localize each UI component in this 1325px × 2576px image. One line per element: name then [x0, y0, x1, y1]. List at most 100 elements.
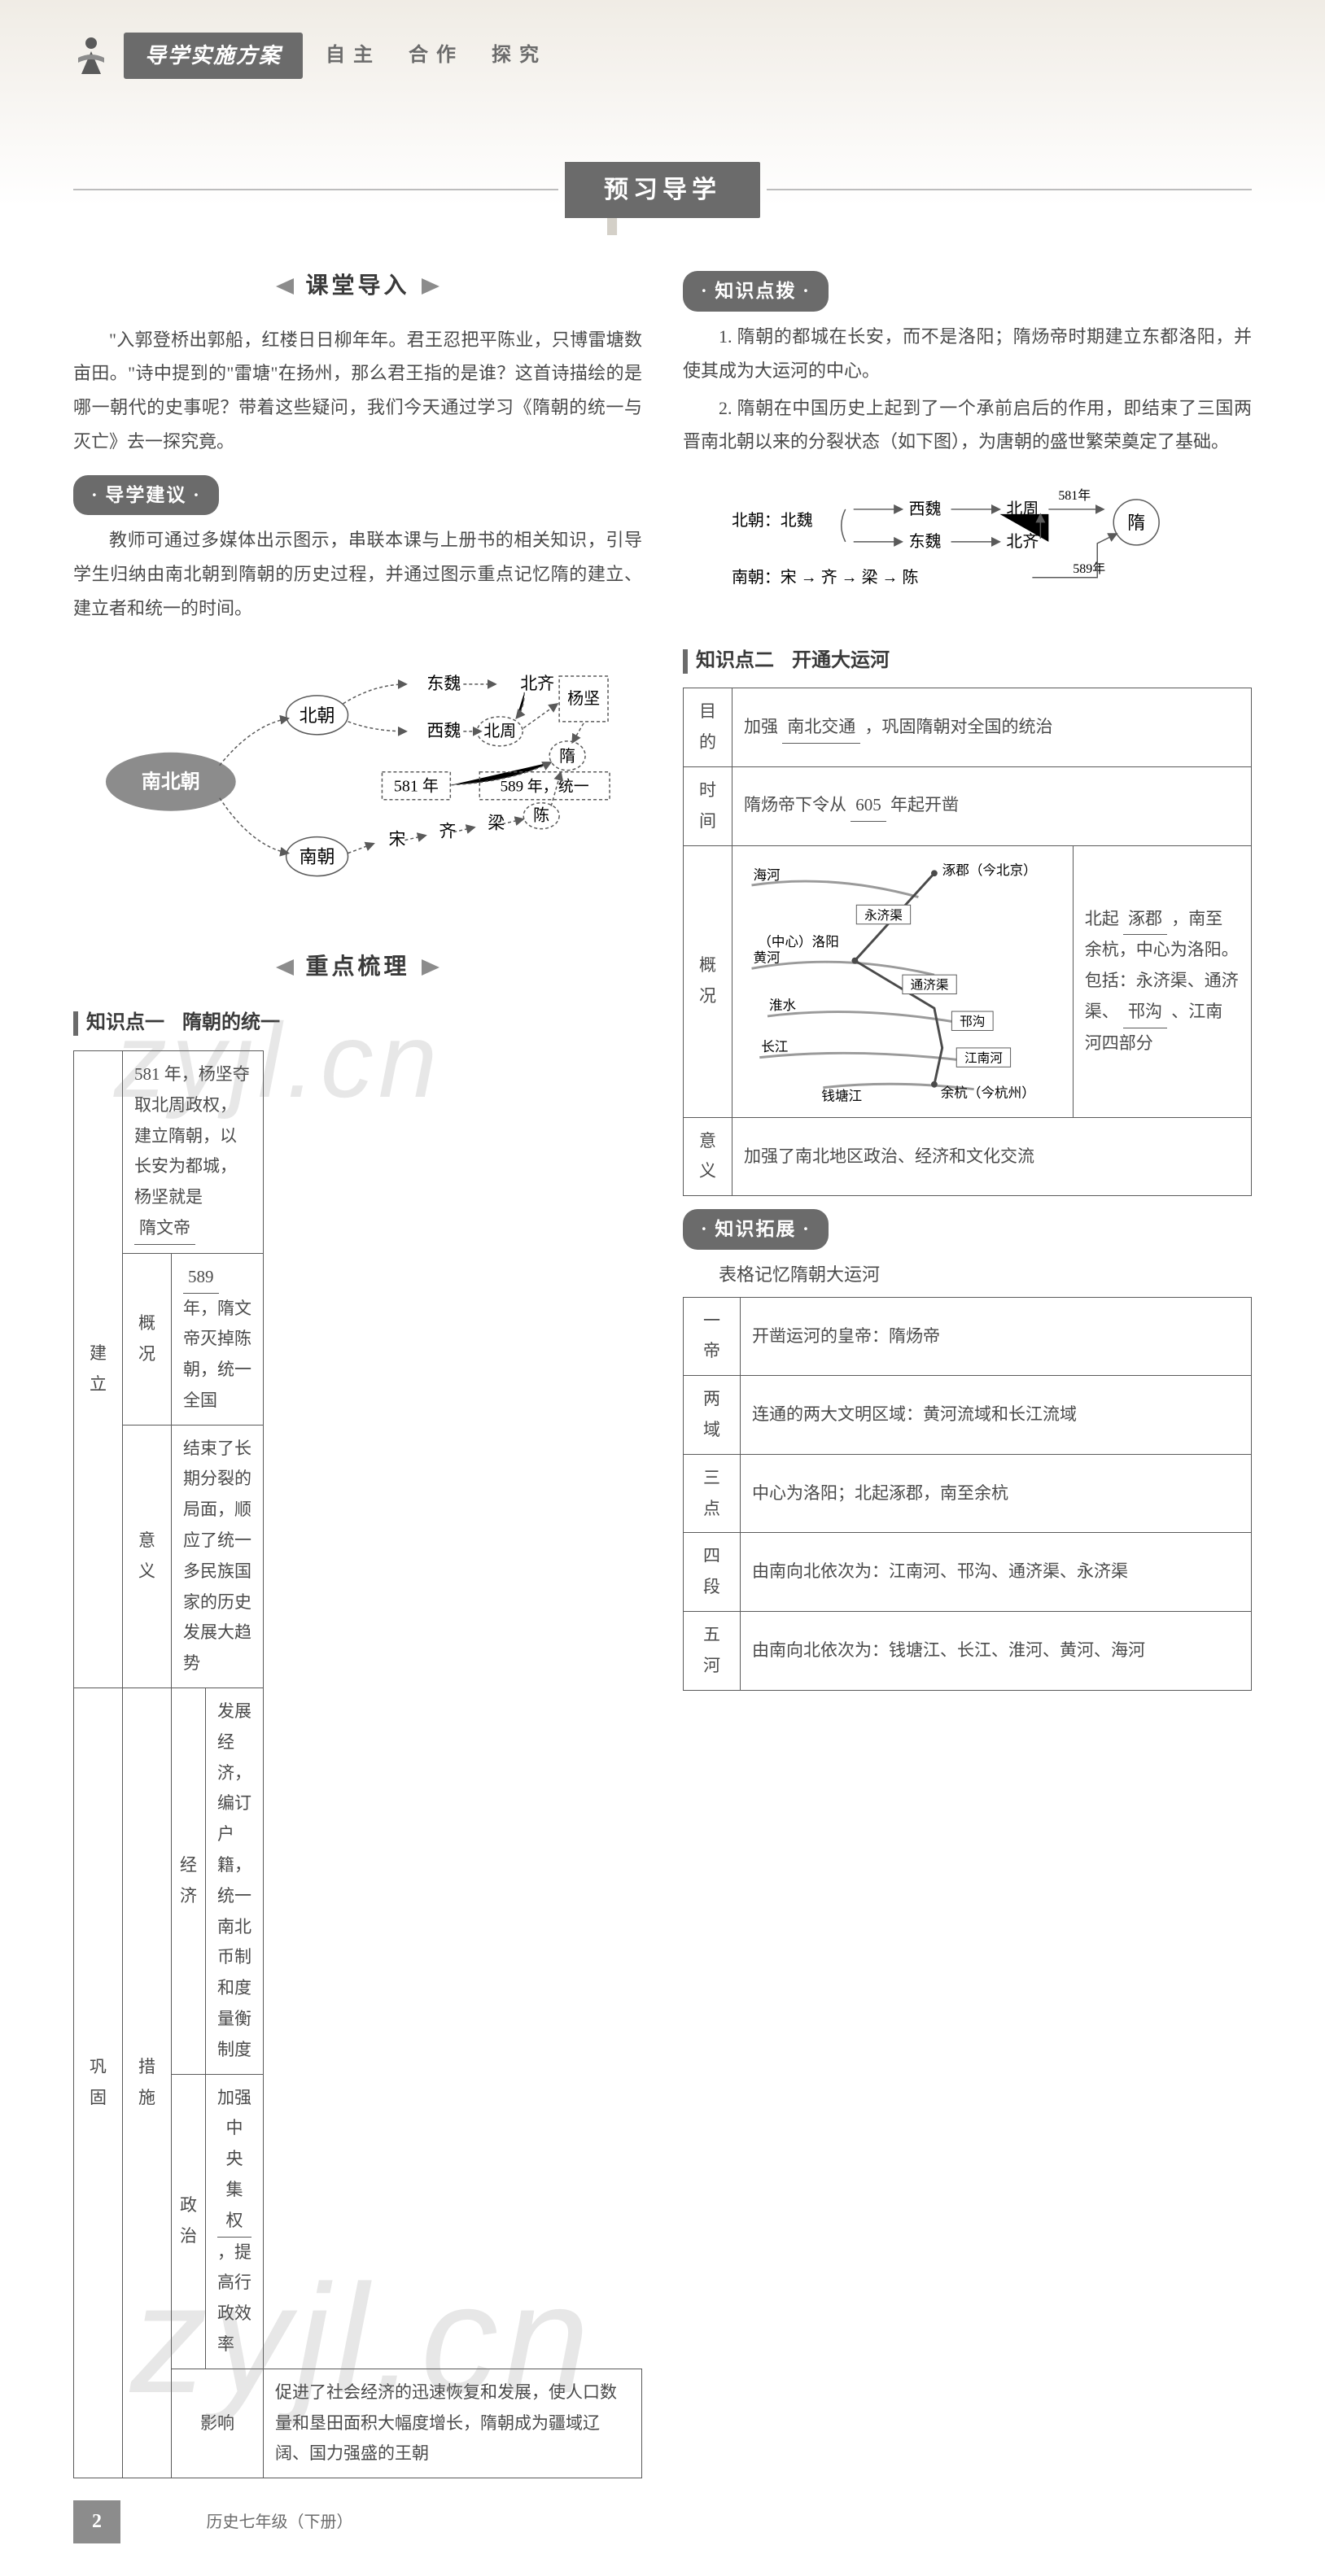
cell: 加强 中央集权 ，提高行政效率 — [206, 2074, 264, 2369]
text: ，巩固隋朝对全国的统治 — [865, 717, 1053, 736]
cell: 四段 — [684, 1533, 741, 1612]
svg-text:海河: 海河 — [753, 867, 780, 883]
cell: 经济 发展经济，编订户籍，统一南北币制和度量衡制度 政治 加强 中央集权 ，提高… — [172, 1688, 264, 2369]
svg-text:东魏: 东魏 — [426, 674, 461, 693]
cell: 意义 — [684, 1117, 732, 1196]
intro-title: 课堂导入 — [305, 264, 409, 308]
blank-zhuojun: 涿郡 — [1123, 904, 1167, 936]
cell: 措施 — [123, 1688, 172, 2478]
kp-bar-icon — [73, 1011, 78, 1036]
blank-hangou: 邗沟 — [1123, 997, 1167, 1028]
svg-text:涿郡（今北京）: 涿郡（今北京） — [942, 862, 1037, 878]
cell: 目的 — [684, 688, 732, 767]
page: 导学实施方案 自主 合作 探究 Y 预习导学 课堂导入 "入郭登桥出郭船，红楼日… — [0, 0, 1325, 2576]
svg-text:589年: 589年 — [1073, 561, 1105, 576]
dynasty-diagram: 南北朝 北朝 东魏 西魏 北齐 北周 — [73, 635, 642, 939]
expand-sub: 表格记忆隋朝大运河 — [683, 1258, 1252, 1292]
svg-text:江南河: 江南河 — [964, 1050, 1003, 1065]
header-pill: 导学实施方案 — [124, 33, 303, 79]
cell: 589 年，隋文帝灭掉陈朝，统一全国 — [172, 1253, 264, 1425]
table-row: 建立 581 年，杨坚夺取北周政权，建立隋朝，以长安为都城，杨坚就是 隋文帝 — [74, 1050, 642, 1253]
svg-text:西魏: 西魏 — [909, 500, 942, 518]
table-row: 概况 589 年，隋文帝灭掉陈朝，统一全国 — [74, 1253, 642, 1425]
table-kp1: 建立 581 年，杨坚夺取北周政权，建立隋朝，以长安为都城，杨坚就是 隋文帝 概… — [73, 1050, 642, 2478]
kp2-title: 开通大运河 — [792, 643, 890, 680]
flag-right-icon — [422, 959, 439, 976]
svg-text:梁: 梁 — [488, 814, 505, 833]
svg-text:宋: 宋 — [388, 829, 405, 849]
text: 年起开凿 — [890, 795, 959, 814]
table-row: 两域 连通的两大文明区域：黄河流域和长江流域 — [684, 1376, 1252, 1455]
advice-paragraph: 教师可通过多媒体出示图示，串联本课与上册书的相关知识，引导学生归纳由南北朝到隋朝… — [73, 523, 642, 625]
svg-text:东魏: 东魏 — [909, 532, 942, 551]
cell: 经济 — [172, 1688, 206, 2074]
cell: 581 年，杨坚夺取北周政权，建立隋朝，以长安为都城，杨坚就是 隋文帝 — [123, 1050, 264, 1253]
table-expand: 一帝 开凿运河的皇帝：隋炀帝 两域 连通的两大文明区域：黄河流域和长江流域 三点… — [683, 1297, 1252, 1691]
section-zdsl-title: 重点梳理 — [73, 945, 642, 989]
canal-map-cell: 海河 黄河 淮水 长江 钱塘江 — [732, 845, 1074, 1117]
table-row: 五河 由南向北依次为：钱塘江、长江、淮河、黄河、海河 — [684, 1612, 1252, 1691]
cell: 加强 南北交通 ，巩固隋朝对全国的统治 — [732, 688, 1252, 767]
cell: 三点 — [684, 1454, 741, 1533]
cell: 由南向北依次为：江南河、邗沟、通济渠、永济渠 — [741, 1533, 1252, 1612]
flag-left-icon — [276, 278, 294, 295]
svg-text:北齐: 北齐 — [520, 674, 554, 693]
svg-text:齐: 齐 — [439, 821, 456, 840]
kp1-heading: 知识点一 隋朝的统一 — [73, 1005, 642, 1042]
cell: 隋炀帝下令从 605 年起开凿 — [732, 767, 1252, 846]
footer-book: 历史七年级（下册） — [207, 2507, 353, 2538]
kp1-title: 隋朝的统一 — [182, 1005, 280, 1042]
table-row: 意义 结束了长期分裂的局面，顺应了统一多民族国家的历史发展大趋势 — [74, 1425, 642, 1687]
banner-line-right — [767, 189, 1252, 190]
expand-pill: · 知识拓展 · — [683, 1209, 829, 1250]
tips-p2: 2. 隋朝在中国历史上起到了一个承前启后的作用，即结束了三国两晋南北朝以来的分裂… — [683, 391, 1252, 460]
table-row: 概况 海河 黄河 淮水 长江 钱 — [684, 845, 1252, 1117]
svg-text:隋: 隋 — [559, 747, 575, 766]
cell: 一帝 — [684, 1297, 741, 1376]
svg-text:北齐: 北齐 — [1006, 532, 1039, 551]
kp2-heading: 知识点二 开通大运河 — [683, 643, 1252, 680]
banner: Y 预习导学 — [73, 160, 1252, 219]
two-columns: 课堂导入 "入郭登桥出郭船，红楼日日柳年年。君王忍把平陈业，只博雷塘数亩田。"诗… — [73, 258, 1252, 2478]
cell: 概况 — [123, 1253, 172, 1425]
svg-text:长江: 长江 — [761, 1038, 788, 1054]
svg-text:永济渠: 永济渠 — [864, 907, 903, 922]
cell: 两域 — [684, 1376, 741, 1455]
flag-left-icon — [276, 959, 294, 976]
cell: 加强了南北地区政治、经济和文化交流 — [732, 1117, 1252, 1196]
cell: 政治 — [172, 2074, 206, 2369]
svg-text:589 年，统一: 589 年，统一 — [501, 778, 589, 796]
svg-text:钱塘江: 钱塘江 — [821, 1088, 862, 1103]
page-number: 2 — [73, 2500, 120, 2544]
text: 581 年，杨坚夺取北周政权，建立隋朝，以长安为都城，杨坚就是 — [134, 1064, 250, 1207]
right-column: · 知识点拨 · 1. 隋朝的都城在长安，而不是洛阳；隋炀帝时期建立东都洛阳，并… — [683, 258, 1252, 2478]
svg-text:余杭（今杭州）: 余杭（今杭州） — [941, 1085, 1035, 1100]
kp-bar-icon — [683, 649, 688, 674]
cell: 发展经济，编订户籍，统一南北币制和度量衡制度 — [206, 1688, 264, 2074]
section-intro-title: 课堂导入 — [73, 264, 642, 308]
svg-text:杨坚: 杨坚 — [567, 689, 600, 708]
table-row: 三点 中心为洛阳；北起涿郡，南至余杭 — [684, 1454, 1252, 1533]
table-row: 一帝 开凿运河的皇帝：隋炀帝 — [684, 1297, 1252, 1376]
cell: 开凿运河的皇帝：隋炀帝 — [741, 1297, 1252, 1376]
text: 加强 — [217, 2088, 251, 2107]
svg-text:通济渠: 通济渠 — [911, 977, 949, 992]
kp1-head: 知识点一 — [86, 1005, 164, 1042]
canal-side-text: 北起 涿郡 ，南至余杭，中心为洛阳。 包括：永济渠、通济渠、 邗沟 、江南河四部… — [1073, 845, 1251, 1117]
svg-text:南北朝: 南北朝 — [142, 771, 200, 793]
svg-text:西魏: 西魏 — [426, 721, 461, 740]
text: 隋炀帝下令从 — [744, 795, 846, 814]
svg-text:南朝：宋 → 齐 → 梁 → 陈: 南朝：宋 → 齐 → 梁 → 陈 — [732, 568, 919, 587]
flag-right-icon — [422, 278, 439, 295]
left-column: 课堂导入 "入郭登桥出郭船，红楼日日柳年年。君王忍把平陈业，只博雷塘数亩田。"诗… — [73, 258, 642, 2478]
cell: 影响 — [172, 2369, 264, 2478]
cell: 连通的两大文明区域：黄河流域和长江流域 — [741, 1376, 1252, 1455]
tips-pill-wrap: · 知识点拨 · — [683, 258, 1252, 320]
cell-gonggu: 巩固 — [74, 1688, 123, 2478]
cell-jianli: 建立 — [74, 1050, 123, 1687]
kp2-head: 知识点二 — [696, 643, 774, 680]
header-subtitle: 自主 合作 探究 — [326, 37, 547, 75]
tips-p1: 1. 隋朝的都城在长安，而不是洛阳；隋炀帝时期建立东都洛阳，并使其成为大运河的中… — [683, 320, 1252, 388]
person-read-icon — [73, 35, 109, 77]
intro-paragraph: "入郭登桥出郭船，红楼日日柳年年。君王忍把平陈业，只博雷塘数亩田。"诗中提到的"… — [73, 323, 642, 459]
